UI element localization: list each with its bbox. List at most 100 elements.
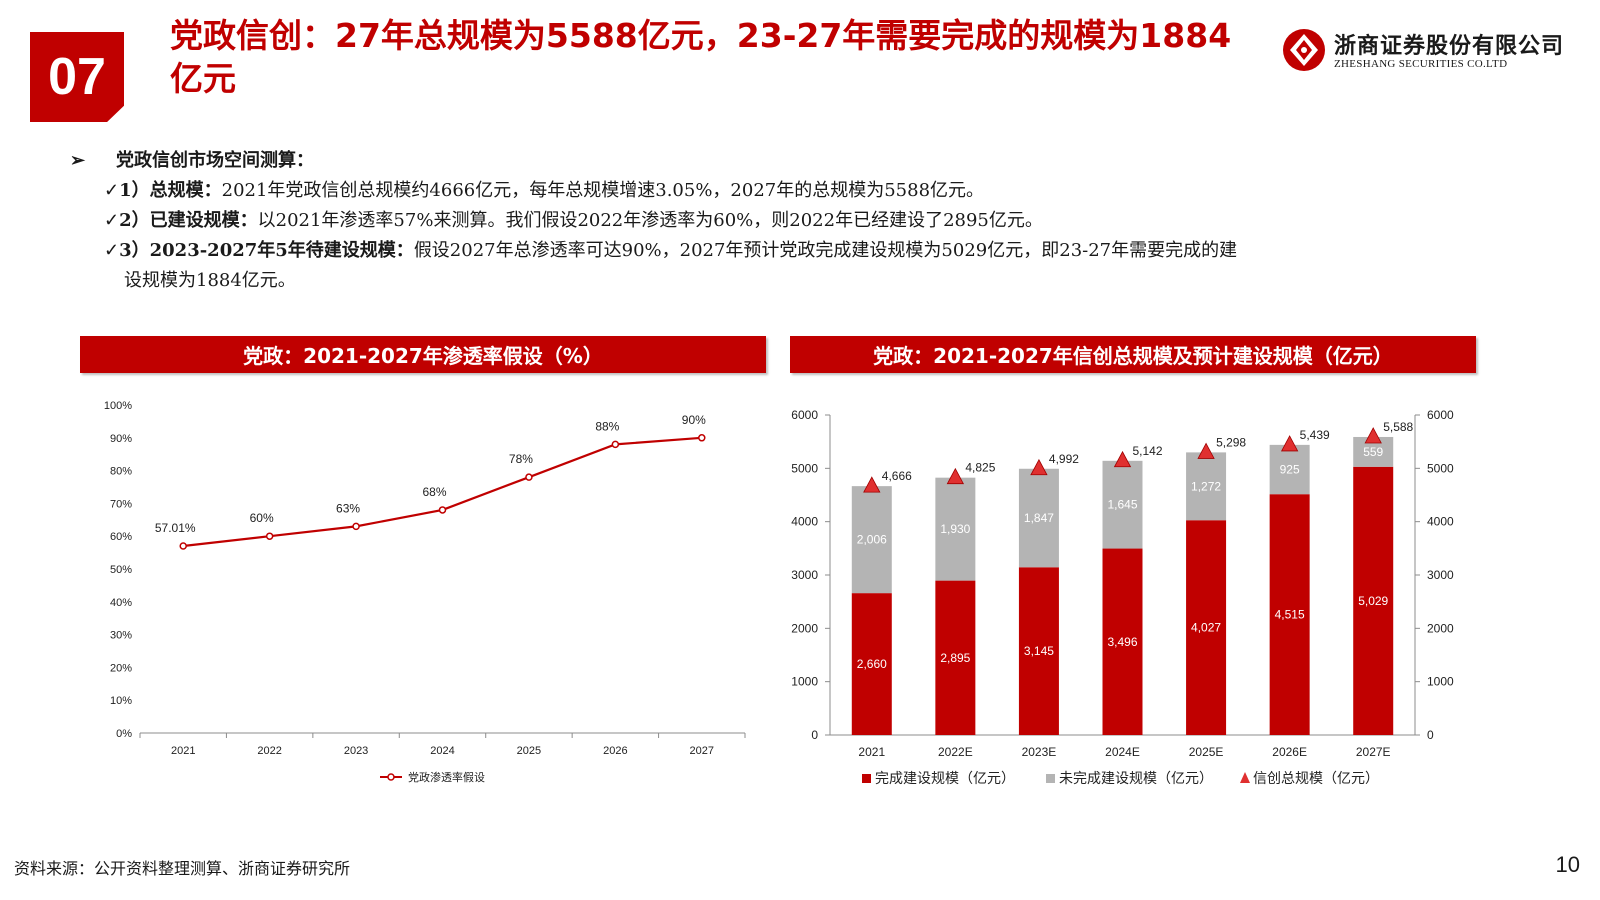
data-point (265, 532, 274, 540)
bar-completed-label: 4,027 (1191, 621, 1221, 635)
section-number-badge: 07 (30, 32, 124, 122)
bar-uncompleted-label: 559 (1363, 445, 1383, 459)
bullet-list: ➢ 党政信创市场空间测算： ✓1）总规模：2021年党政信创总规模约4666亿元… (70, 146, 1510, 296)
y-tick-label: 10% (110, 695, 132, 707)
y-tick-label: 0 (811, 728, 818, 742)
y-tick-label: 1000 (791, 675, 818, 689)
scale-stacked-bar-chart: 0 1000 2000 3000 4000 5000 6000 0 1000 2000 3000 40… (791, 408, 1454, 786)
bar-completed-label: 4,515 (1275, 608, 1305, 622)
data-label: 57.01% (155, 521, 196, 535)
x-tick-label: 2025 (517, 745, 541, 757)
total-label: 5,298 (1216, 435, 1246, 449)
y2-tick-label: 5000 (1427, 461, 1454, 475)
x-tick-label: 2023 (344, 745, 368, 757)
total-label: 5,588 (1383, 420, 1413, 434)
logo-company-name-en: ZHESHANG SECURITIES CO.LTD (1334, 58, 1508, 70)
bar-completed (1269, 494, 1310, 735)
x-tick-label: 2024 (430, 745, 454, 757)
data-point (179, 542, 187, 550)
company-logo: 浙商证券股份有限公司 ZHESHANG SECURITIES CO.LTD (1282, 26, 1572, 76)
y2-tick-label: 6000 (1427, 408, 1454, 422)
bar-completed-label: 5,029 (1358, 594, 1388, 608)
y-tick-label: 100% (104, 400, 132, 412)
total-label: 4,825 (965, 461, 995, 475)
data-label: 68% (422, 485, 446, 499)
bar-uncompleted (1186, 452, 1227, 521)
data-label: 78% (509, 452, 533, 466)
y-tick-label: 2000 (791, 621, 818, 635)
x-tick-label: 2022 (257, 745, 281, 757)
data-point (352, 522, 360, 531)
bar-completed-label: 3,145 (1024, 644, 1054, 658)
bar-completed (851, 593, 892, 735)
y-tick-label: 40% (110, 597, 132, 609)
bullet-item-text: 以2021年渗透率57%来测算。我们假设2022年渗透率为60%，则2022年已… (257, 210, 1043, 231)
x-tick-label: 2022E (938, 745, 973, 759)
bullet-item-2: ✓2）已建设规模：以2021年渗透率57%来测算。我们假设2022年渗透率为60… (70, 206, 1510, 236)
x-tick-label: 2027 (690, 745, 714, 757)
x-tick-label: 2025E (1189, 745, 1224, 759)
legend-label: 未完成建设规模（亿元） (1059, 770, 1213, 786)
bar-completed-label: 2,895 (940, 651, 970, 665)
total-triangle-marker (1280, 435, 1299, 452)
bar-completed (1018, 567, 1059, 735)
data-point (438, 506, 447, 514)
y-tick-label: 20% (110, 662, 132, 674)
bar-uncompleted (1269, 444, 1310, 495)
total-triangle-marker (946, 467, 965, 485)
bar-completed (1186, 520, 1227, 735)
data-label: 88% (595, 419, 619, 433)
checkmark-icon: ✓ (104, 180, 120, 201)
page-number: 10 (1555, 852, 1580, 877)
x-tick-label: 2024E (1105, 745, 1140, 759)
zheshang-logo-icon (1283, 29, 1325, 71)
legend-label: 完成建设规模（亿元） (875, 770, 1015, 786)
bar-uncompleted-label: 925 (1280, 463, 1300, 477)
x-tick-label: 2026 (603, 745, 627, 757)
legend-label: 信创总规模（亿元） (1253, 770, 1379, 786)
bar-uncompleted (935, 477, 976, 581)
y2-tick-label: 0 (1427, 728, 1434, 742)
y-tick-label: 50% (110, 564, 132, 576)
legend-marker (387, 773, 395, 781)
right-chart-title: 党政：2021-2027年信创总规模及预计建设规模（亿元） (790, 336, 1476, 373)
x-tick-label: 2021 (171, 745, 195, 757)
bullet-item-3: ✓3）2023-2027年5年待建设规模：假设2027年总渗透率可达90%，20… (70, 236, 1510, 296)
y2-tick-label: 4000 (1427, 515, 1454, 529)
bullet-item-text-continued: 设规模为1884亿元。 (124, 270, 296, 291)
bullet-item-label: 3）2023-2027年5年待建设规模： (119, 240, 414, 261)
y-tick-label: 6000 (791, 408, 818, 422)
bar-uncompleted-label: 1,272 (1191, 479, 1221, 493)
data-point (525, 473, 533, 481)
bar-completed-label: 3,496 (1107, 635, 1137, 649)
data-label: 60% (250, 511, 274, 525)
bar-uncompleted (851, 486, 892, 594)
total-label: 5,142 (1133, 444, 1163, 458)
bullet-item-text: 假设2027年总渗透率可达90%，2027年预计党政完成建设规模为5029亿元，… (413, 240, 1238, 261)
total-triangle-marker (1030, 458, 1048, 476)
bar-uncompleted (1102, 460, 1143, 549)
bar-completed (1102, 548, 1143, 735)
y-tick-label: 0% (116, 728, 132, 740)
y-tick-label: 30% (110, 630, 132, 642)
bullet-heading-text: 党政信创市场空间测算： (116, 150, 314, 171)
legend-swatch (1046, 774, 1055, 783)
x-tick-label: 2027E (1356, 745, 1391, 759)
legend-label: 党政渗透率假设 (408, 770, 485, 784)
checkmark-icon: ✓ (104, 210, 120, 231)
bar-uncompleted-label: 1,930 (940, 522, 970, 536)
y-tick-label: 4000 (791, 515, 818, 529)
bar-uncompleted (1018, 468, 1059, 568)
bar-uncompleted-label: 1,847 (1024, 511, 1054, 525)
total-triangle-marker (1364, 427, 1382, 444)
total-triangle-marker (1197, 442, 1215, 459)
total-label: 5,439 (1300, 428, 1330, 442)
bullet-heading: ➢ 党政信创市场空间测算： (70, 146, 1510, 176)
x-tick-label: 2021 (858, 745, 885, 759)
y-tick-label: 5000 (791, 461, 818, 475)
data-point (698, 434, 706, 442)
bullet-item-label: 1）总规模： (119, 180, 222, 201)
data-point (611, 440, 620, 449)
bullet-item-label: 2）已建设规模： (119, 210, 258, 231)
y-tick-label: 60% (110, 531, 132, 543)
